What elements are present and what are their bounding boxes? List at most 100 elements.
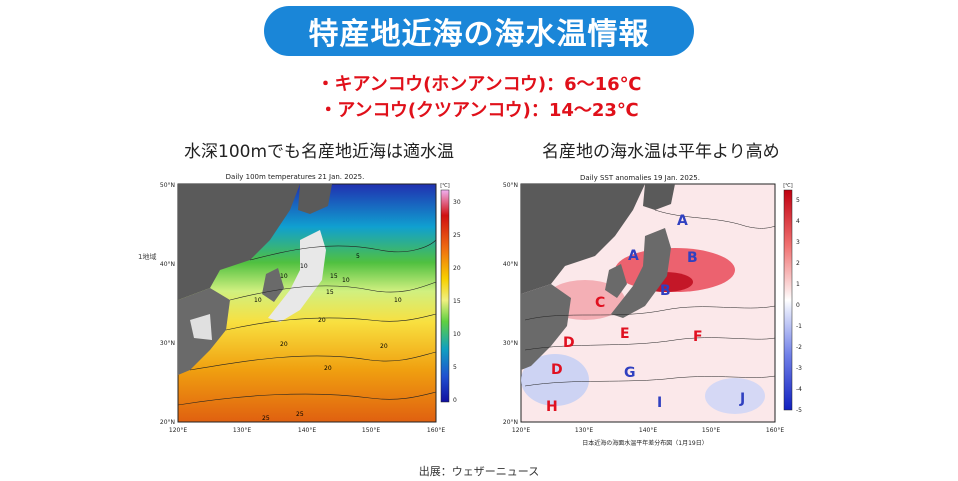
left-caption: 水深100mでも名産地近海は適水温 [184,142,455,162]
bullet-kiankou: ・キアンコウ(ホンアンコウ)：6～16℃ [316,74,642,95]
svg-text:160°E: 160°E [766,427,784,434]
right-colorbar-unit: [℃] [783,183,793,189]
right-map-title: Daily SST anomalies 19 Jan. 2025. [580,174,700,182]
left-lon-labels: 120°E 130°E 140°E 150°E 160°E [169,427,445,434]
left-lat-labels: 50°N 40°N 30°N 20°N [160,182,175,426]
svg-text:20°N: 20°N [503,419,518,426]
svg-text:-2: -2 [796,344,802,351]
right-anomaly-map: Daily SST anomalies 19 Jan. 2025. A A B … [495,170,815,454]
left-contour-labels: 5 10 10 10 15 10 15 10 20 20 20 25 25 20 [254,253,402,422]
gray-area [190,314,212,340]
svg-text:3: 3 [796,239,800,246]
right-lon-labels: 120°E 130°E 140°E 150°E 160°E [512,427,784,434]
svg-text:120°E: 120°E [512,427,530,434]
svg-text:G: G [624,365,636,381]
contour-label: 10 [394,297,402,304]
svg-text:B: B [687,250,698,266]
svg-text:-5: -5 [796,407,802,414]
region-letters: A A B B C D D E F G H I J [546,213,745,415]
cool-anomaly-patch [705,378,765,414]
svg-text:25: 25 [453,232,461,239]
asia-landmass [178,184,300,300]
cool-anomaly-patch [521,354,589,406]
svg-text:0: 0 [453,397,457,404]
right-colorbar [783,189,793,411]
svg-text:30: 30 [453,199,461,206]
svg-text:50°N: 50°N [503,182,518,189]
contour-label: 20 [280,341,288,348]
svg-text:D: D [551,362,563,378]
right-lat-labels: 50°N 40°N 30°N 20°N [503,182,518,426]
svg-text:20: 20 [453,265,461,272]
svg-text:-4: -4 [796,386,802,393]
svg-text:40°N: 40°N [503,261,518,268]
svg-text:150°E: 150°E [362,427,380,434]
left-map-title: Daily 100m temperatures 21 Jan. 2025. [226,173,365,181]
asia-landmass [521,184,645,294]
right-caption: 名産地の海水温は平年より高め [542,142,780,162]
svg-text:30°N: 30°N [160,340,175,347]
svg-text:10: 10 [453,331,461,338]
contour-label: 20 [324,365,332,372]
contour-label: 10 [254,297,262,304]
svg-text:130°E: 130°E [233,427,251,434]
contour-label: 10 [342,277,350,284]
contour-label: 15 [330,273,338,280]
left-colorbar-unit: [℃] [440,183,450,189]
sakhalin-landmass [643,184,675,210]
svg-text:5: 5 [796,197,800,204]
contour-label: 10 [300,263,308,270]
svg-text:160°E: 160°E [427,427,445,434]
svg-text:40°N: 40°N [160,261,175,268]
svg-text:20°N: 20°N [160,419,175,426]
right-colorbar-ticks: 5 4 3 2 1 0 -1 -2 -3 -4 -5 [796,197,802,414]
svg-text:H: H [546,399,558,415]
korea-landmass [605,264,627,298]
left-contour-lines [177,239,437,406]
japan-landmass [611,228,671,318]
stray-map-label: 1地域 [138,253,157,261]
china-coast-landmass [521,284,571,370]
right-map-footer: 日本近海の海面水温平年差分布図（1月19日） [582,439,707,447]
svg-text:I: I [657,395,662,411]
left-colorbar-ticks: 30 25 20 15 10 5 0 [453,199,461,404]
svg-text:4: 4 [796,218,800,225]
svg-text:30°N: 30°N [503,340,518,347]
contour-label: 25 [262,415,270,422]
svg-text:-3: -3 [796,365,802,372]
svg-text:140°E: 140°E [298,427,316,434]
contour-label: 10 [280,273,288,280]
bullet-ankou: ・アンコウ(クツアンコウ)：14～23℃ [319,100,639,121]
svg-text:15: 15 [453,298,461,305]
svg-text:140°E: 140°E [639,427,657,434]
korea-landmass [262,268,284,302]
svg-text:130°E: 130°E [575,427,593,434]
contour-label: 20 [380,343,388,350]
contour-label: 5 [356,253,360,260]
svg-text:E: E [620,326,630,342]
svg-text:-1: -1 [796,323,802,330]
svg-text:J: J [739,391,745,407]
svg-text:2: 2 [796,260,800,267]
svg-text:50°N: 50°N [160,182,175,189]
svg-text:A: A [628,248,639,264]
right-contour-lines [524,209,776,387]
svg-text:B: B [660,283,671,299]
svg-text:C: C [595,295,605,311]
svg-text:1: 1 [796,281,800,288]
svg-text:150°E: 150°E [702,427,720,434]
left-colorbar [440,189,450,403]
japan-landmass [268,230,326,322]
contour-label: 25 [296,411,304,418]
svg-text:0: 0 [796,302,800,309]
sakhalin-landmass [298,184,332,214]
svg-text:5: 5 [453,364,457,371]
source-credit: 出展：ウェザーニュース [418,465,540,478]
contour-label: 20 [318,317,326,324]
svg-text:F: F [693,329,703,345]
left-temperature-map: Daily 100m temperatures 21 Jan. 2025. 5 … [150,170,470,442]
svg-text:D: D [563,335,575,351]
svg-text:120°E: 120°E [169,427,187,434]
page-title: 特産地近海の海水温情報 [264,6,694,56]
svg-text:A: A [677,213,688,229]
